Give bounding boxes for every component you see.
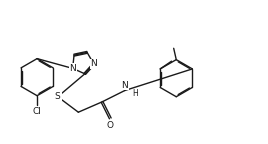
Text: O: O <box>107 122 114 130</box>
Text: N: N <box>121 81 128 90</box>
Text: H: H <box>132 89 138 98</box>
Text: Cl: Cl <box>33 107 42 116</box>
Text: N: N <box>69 64 76 73</box>
Text: N: N <box>90 59 97 68</box>
Text: S: S <box>55 92 61 101</box>
